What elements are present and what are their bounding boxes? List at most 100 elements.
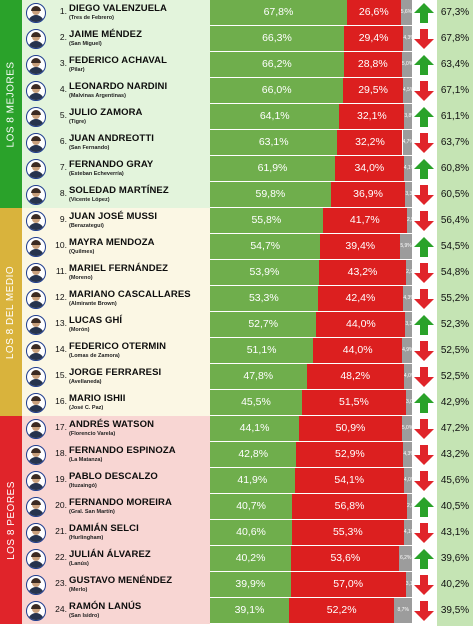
avatar-suit-shape xyxy=(28,327,44,334)
mayor-name: ANDRÉS WATSON xyxy=(69,419,155,430)
district-label: (Tres de Febrero) xyxy=(69,15,114,21)
ns-nc-bar xyxy=(403,286,412,311)
avatar-hair-shape xyxy=(31,136,41,141)
approval-value: 63,1% xyxy=(258,136,289,148)
avatar-suit-shape xyxy=(28,223,44,230)
avatar-hair-shape xyxy=(31,578,41,583)
avatar-suit-shape xyxy=(28,41,44,48)
avatar-suit-shape xyxy=(28,587,44,594)
arrow-down-shape xyxy=(414,471,434,491)
arrow-up-icon xyxy=(414,497,434,517)
avatar-hair-shape xyxy=(31,110,41,115)
avatar xyxy=(26,497,46,517)
rank-label: 6. xyxy=(59,136,67,146)
rank-label: 4. xyxy=(59,84,67,94)
avatar-head-shape xyxy=(32,33,40,41)
table-row: 14. FEDERICO OTERMIN (Lomas de Zamora) 51,1… xyxy=(0,338,473,364)
disapproval-value: 43,2% xyxy=(347,266,378,278)
district-label: (San Isidro) xyxy=(69,613,100,619)
arrow-up-icon xyxy=(414,315,434,335)
disapproval-bar xyxy=(294,468,404,493)
avatar-suit-shape xyxy=(28,301,44,308)
rank-label: 10. xyxy=(55,240,67,250)
ns-nc-bar xyxy=(402,338,412,363)
arrow-up-shape xyxy=(414,3,434,23)
approval-value: 45,5% xyxy=(241,396,271,408)
avatar-hair-shape xyxy=(31,396,41,401)
avatar xyxy=(26,133,46,153)
ns-nc-bar xyxy=(401,52,412,77)
avatar-head-shape xyxy=(32,241,40,249)
arrow-up-shape xyxy=(414,159,434,179)
arrow-down-icon xyxy=(414,471,434,491)
ns-nc-bar xyxy=(400,0,412,25)
avatar-hair-shape xyxy=(31,448,41,453)
avatar-head-shape xyxy=(32,163,40,171)
arrow-up-shape xyxy=(414,107,434,127)
rank-label: 24. xyxy=(55,604,67,614)
table-row: 5. JULIO ZAMORA (Tigre) 64,1% 32,1% 3,8% 61,1% xyxy=(0,104,473,130)
avatar-suit-shape xyxy=(28,15,44,22)
ns-nc-value: 5,0% xyxy=(401,425,414,431)
avatar xyxy=(26,211,46,231)
avatar xyxy=(26,107,46,127)
rank-label: 16. xyxy=(55,396,67,406)
ns-nc-value: 6,2% xyxy=(400,555,412,561)
arrow-up-icon xyxy=(414,549,434,569)
arrow-down-shape xyxy=(414,289,434,309)
previous-value: 43,1% xyxy=(440,527,470,538)
approval-value: 67,8% xyxy=(263,6,294,18)
district-label: (Ituzaingó) xyxy=(69,483,97,489)
rank-label: 21. xyxy=(55,526,67,536)
approval-bar xyxy=(210,312,317,337)
arrow-down-icon xyxy=(414,341,434,361)
disapproval-bar xyxy=(335,156,404,181)
ns-nc-bar xyxy=(401,416,412,441)
previous-value: 54,8% xyxy=(440,267,470,278)
mayor-name: FEDERICO OTERMIN xyxy=(69,341,167,352)
previous-value: 52,3% xyxy=(440,319,470,330)
ns-nc-bar xyxy=(405,182,412,207)
district-label: (Avellaneda) xyxy=(69,379,102,385)
district-label: (Malvinas Argentinas) xyxy=(69,93,126,99)
rank-label: 9. xyxy=(59,214,67,224)
disapproval-bar xyxy=(322,208,407,233)
avatar-suit-shape xyxy=(28,483,44,490)
approval-value: 66,2% xyxy=(261,58,292,70)
disapproval-bar xyxy=(299,416,402,441)
avatar xyxy=(26,237,46,257)
mayor-name: MAYRA MENDOZA xyxy=(69,237,155,248)
arrow-up-icon xyxy=(414,55,434,75)
avatar-head-shape xyxy=(32,605,40,613)
disapproval-value: 52,9% xyxy=(334,448,365,460)
avatar-hair-shape xyxy=(31,552,41,557)
approval-value: 66,0% xyxy=(261,84,292,96)
ns-nc-value: 4,5% xyxy=(402,87,415,93)
table-row: 22. JULIÁN ÁLVAREZ (Lanús) 40,2% 53,6% 6,2% 39… xyxy=(0,546,473,572)
ns-nc-value: 3,3% xyxy=(405,191,417,197)
arrow-down-shape xyxy=(414,367,434,387)
previous-value: 39,5% xyxy=(440,605,470,616)
ns-nc-bar xyxy=(403,442,412,467)
table-row: 21. DAMIÁN SELCI (Hurlingham) 40,6% 55,3% 4,1… xyxy=(0,520,473,546)
avatar-head-shape xyxy=(32,319,40,327)
ns-nc-value: 2,9% xyxy=(406,269,418,275)
table-row: 7. FERNANDO GRAY (Esteban Echeverría) 61,9%… xyxy=(0,156,473,182)
disapproval-bar xyxy=(346,0,401,25)
previous-value: 47,2% xyxy=(440,423,470,434)
ns-nc-value: 3,3% xyxy=(405,321,417,327)
approval-value: 39,1% xyxy=(234,604,265,616)
avatar-hair-shape xyxy=(31,292,41,297)
disapproval-value: 41,7% xyxy=(349,214,380,226)
ns-nc-value: 3,0% xyxy=(405,399,418,405)
table-row: 10. MAYRA MENDOZA (Quilmes) 54,7% 39,4% 5,9% 5… xyxy=(0,234,473,260)
disapproval-value: 28,8% xyxy=(357,58,388,70)
approval-bar xyxy=(210,208,323,233)
rank-label: 7. xyxy=(59,162,67,172)
disapproval-value: 32,2% xyxy=(355,136,385,148)
approval-value: 66,3% xyxy=(262,32,292,44)
avatar-suit-shape xyxy=(28,509,44,516)
rank-label: 8. xyxy=(59,188,67,198)
approval-bar xyxy=(210,598,289,623)
arrow-down-shape xyxy=(414,211,434,231)
